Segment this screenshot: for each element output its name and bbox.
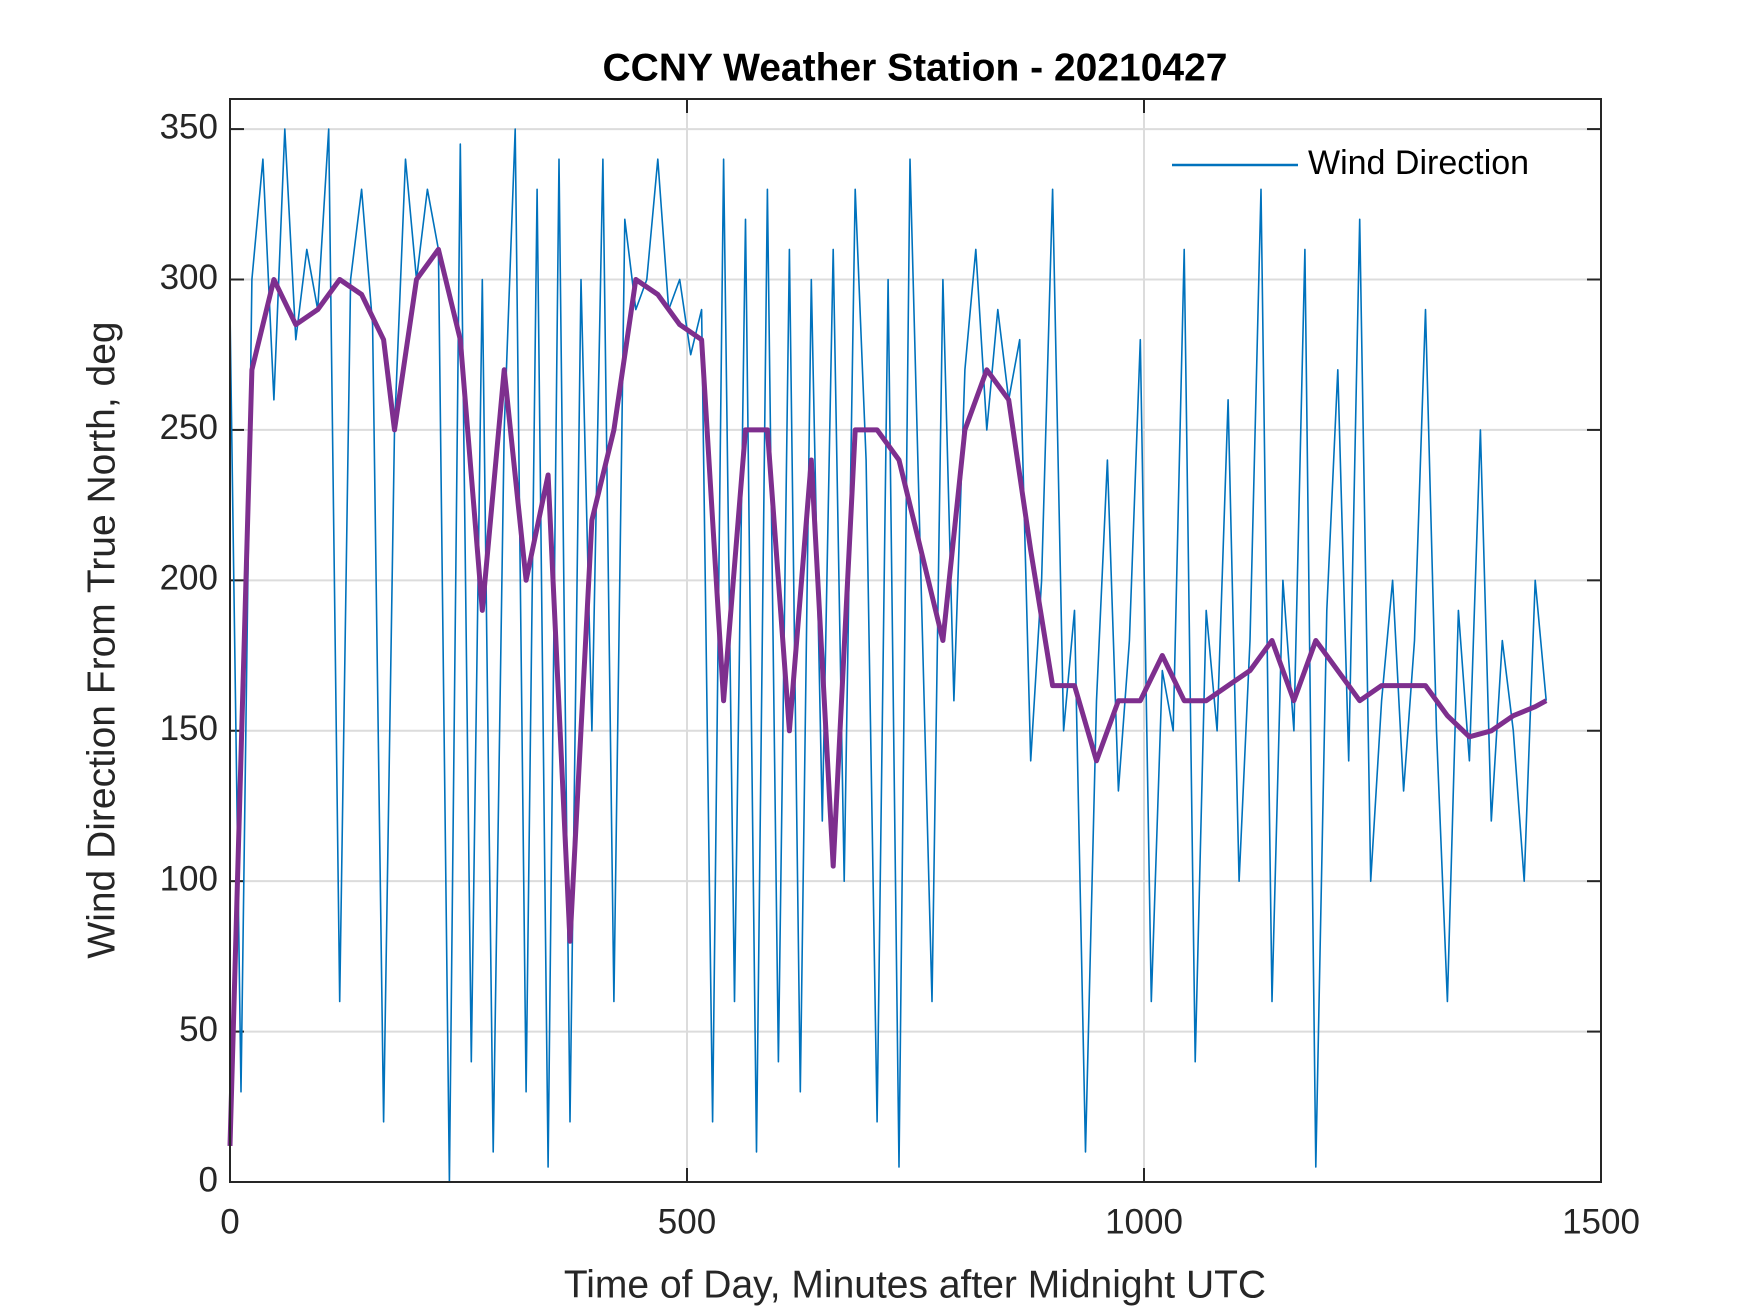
y-tick-label: 100 <box>160 859 218 898</box>
y-tick-label: 300 <box>160 258 218 297</box>
x-axis-label: Time of Day, Minutes after Midnight UTC <box>564 1263 1266 1306</box>
y-tick-label: 50 <box>179 1010 218 1049</box>
y-tick-label: 350 <box>160 107 218 146</box>
chart-title: CCNY Weather Station - 20210427 <box>603 46 1228 89</box>
y-tick-label: 200 <box>160 559 218 598</box>
legend-label: Wind Direction <box>1308 144 1529 182</box>
x-tick-label: 0 <box>220 1202 239 1241</box>
x-tick-label: 1000 <box>1105 1202 1183 1241</box>
data-line <box>227 246 1548 1146</box>
x-tick-label: 1500 <box>1562 1202 1640 1241</box>
y-tick-label: 250 <box>160 408 218 447</box>
axes-box <box>229 98 1602 1183</box>
y-tick-label: 0 <box>199 1160 218 1199</box>
y-axis-label: Wind Direction From True North, deg <box>80 321 123 958</box>
x-tick-label: 500 <box>658 1202 716 1241</box>
y-tick-label: 150 <box>160 709 218 748</box>
